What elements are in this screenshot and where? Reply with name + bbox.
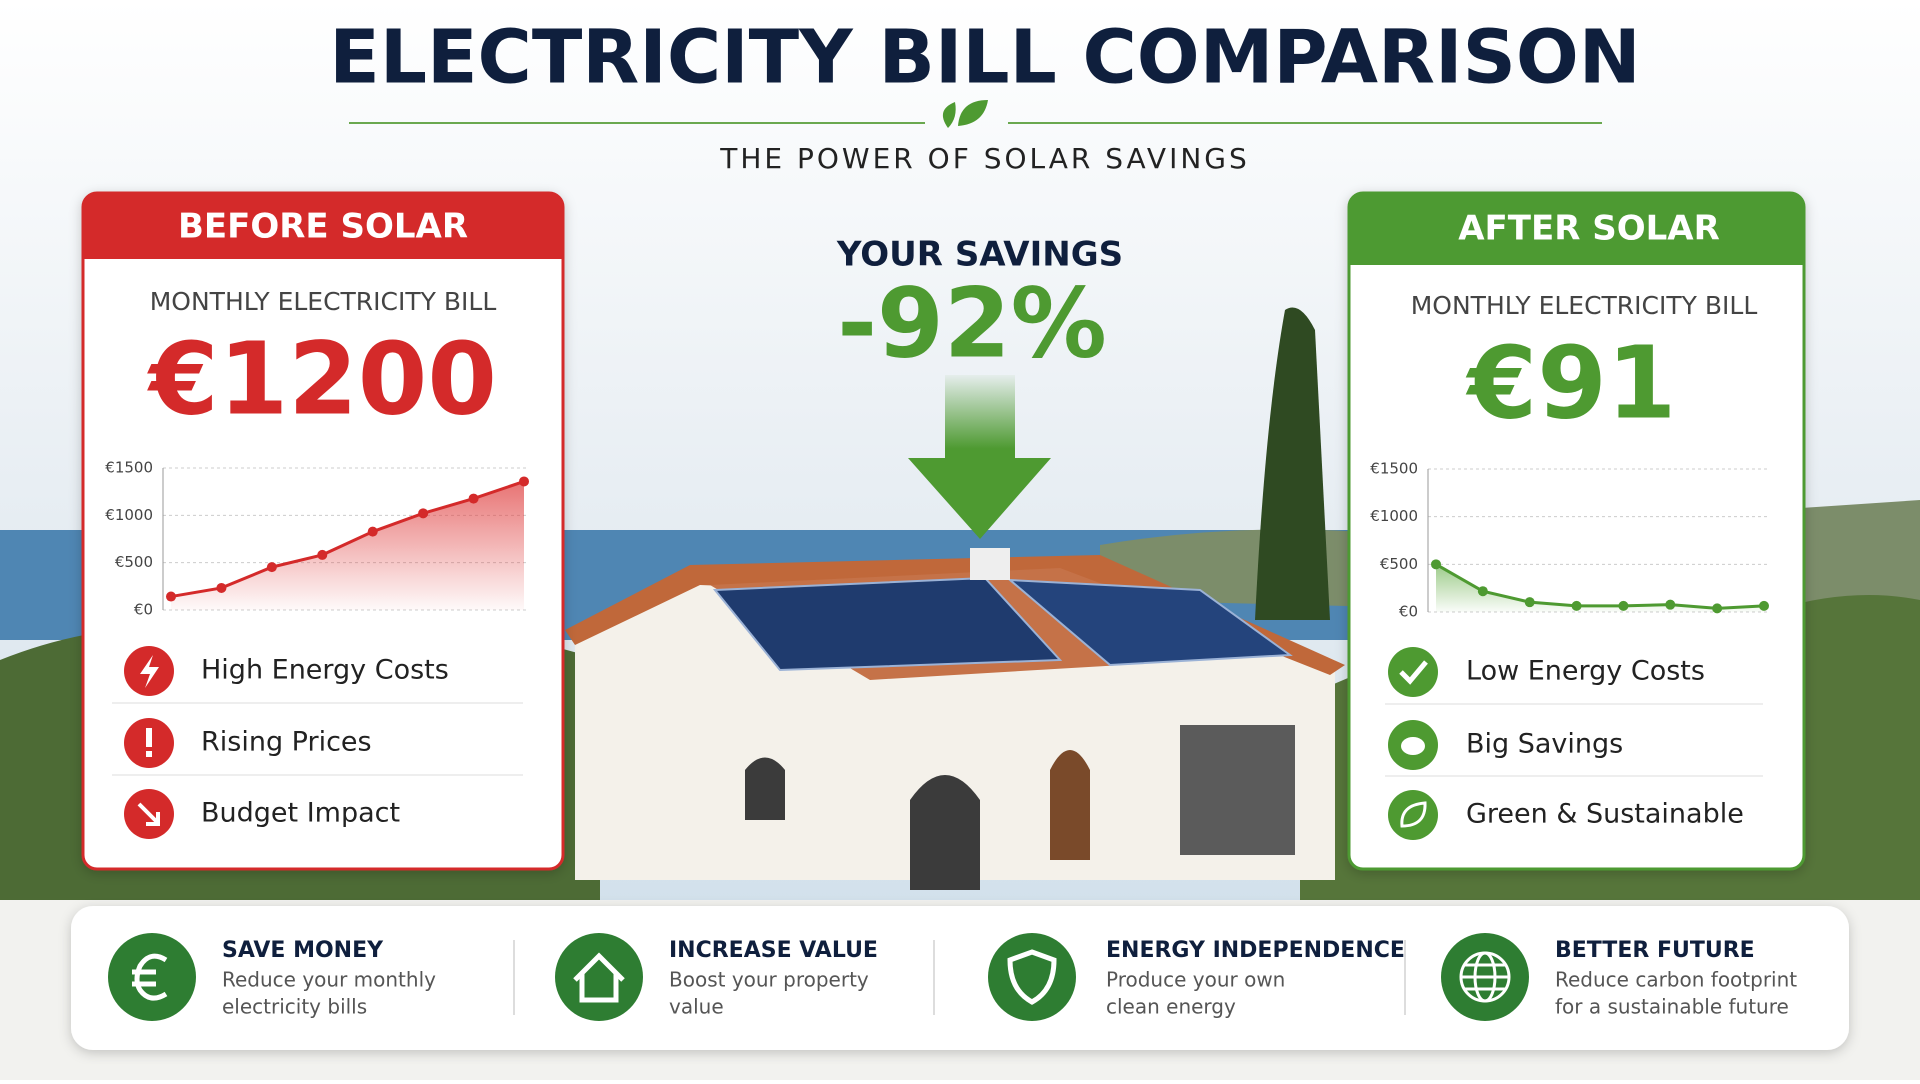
point xyxy=(468,493,479,504)
point xyxy=(166,591,176,602)
savings-value: -92% xyxy=(837,267,1107,379)
after-item: Low Energy Costs xyxy=(1466,656,1705,687)
before-bill: €1200 xyxy=(147,320,497,437)
before-bill-label: MONTHLY ELECTRICITY BILL xyxy=(150,287,497,316)
point xyxy=(1524,597,1535,608)
point xyxy=(1571,600,1582,611)
point xyxy=(519,476,529,487)
y-tick-label: €1000 xyxy=(105,506,153,524)
after-card xyxy=(1347,191,1806,871)
after-bill-label: MONTHLY ELECTRICITY BILL xyxy=(1411,291,1758,320)
point xyxy=(1665,599,1676,610)
area xyxy=(171,481,524,610)
point xyxy=(1477,586,1488,597)
cypress xyxy=(1255,307,1330,620)
point xyxy=(1759,600,1769,611)
feature-description: clean energy xyxy=(1106,995,1236,1019)
y-tick-label: €0 xyxy=(1399,603,1418,621)
feature-title: ENERGY INDEPENDENCE xyxy=(1106,938,1405,963)
point xyxy=(1618,600,1629,611)
point xyxy=(317,549,328,560)
feature-title: BETTER FUTURE xyxy=(1555,938,1755,963)
feature-description: value xyxy=(669,995,724,1019)
line xyxy=(1435,563,1765,610)
after-icons xyxy=(1385,647,1763,840)
feature-description: Produce your own xyxy=(1106,968,1285,992)
feature-description: Reduce your monthly xyxy=(222,968,436,992)
feature-title: INCREASE VALUE xyxy=(669,938,878,963)
feature-description: Boost your property xyxy=(669,968,869,992)
down-arrow xyxy=(908,375,1051,539)
feature-icons xyxy=(108,933,1529,1021)
title: ELECTRICITY BILL COMPARISON xyxy=(329,15,1640,101)
after-chart: €0 €500 €1000 €1500 xyxy=(1370,460,1769,621)
line xyxy=(170,480,525,599)
before-item: High Energy Costs xyxy=(201,655,449,686)
y-tick-label: €500 xyxy=(1380,555,1418,573)
point xyxy=(418,508,429,519)
after-item: Big Savings xyxy=(1466,729,1623,760)
y-tick-label: €500 xyxy=(115,553,153,571)
feature-description: Reduce carbon footprint xyxy=(1555,968,1797,992)
point xyxy=(266,562,277,573)
y-tick-label: €1000 xyxy=(1370,507,1418,525)
before-item: Budget Impact xyxy=(201,798,400,829)
after-item: Green & Sustainable xyxy=(1466,799,1744,830)
after-heading: AFTER SOLAR xyxy=(1458,209,1720,249)
point xyxy=(1712,603,1723,614)
before-heading: BEFORE SOLAR xyxy=(178,207,468,247)
feature-title: SAVE MONEY xyxy=(222,938,384,963)
before-item: Rising Prices xyxy=(201,727,372,758)
y-tick-label: €0 xyxy=(134,601,153,619)
before-icons xyxy=(112,646,523,839)
feature-description: electricity bills xyxy=(222,995,367,1019)
before-card xyxy=(81,191,565,871)
point xyxy=(367,526,378,537)
after-bill: €91 xyxy=(1466,324,1677,441)
point xyxy=(216,582,227,593)
house xyxy=(565,548,1345,890)
before-chart: €0 €500 €1000 €1500 xyxy=(105,459,529,619)
point xyxy=(1431,559,1441,570)
y-tick-label: €1500 xyxy=(105,459,153,477)
feature-description: for a sustainable future xyxy=(1555,995,1789,1019)
y-tick-label: €1500 xyxy=(1370,460,1418,478)
leaf-icon xyxy=(942,100,988,128)
subtitle: THE POWER OF SOLAR SAVINGS xyxy=(719,142,1250,175)
savings-label: YOUR SAVINGS xyxy=(836,235,1123,275)
